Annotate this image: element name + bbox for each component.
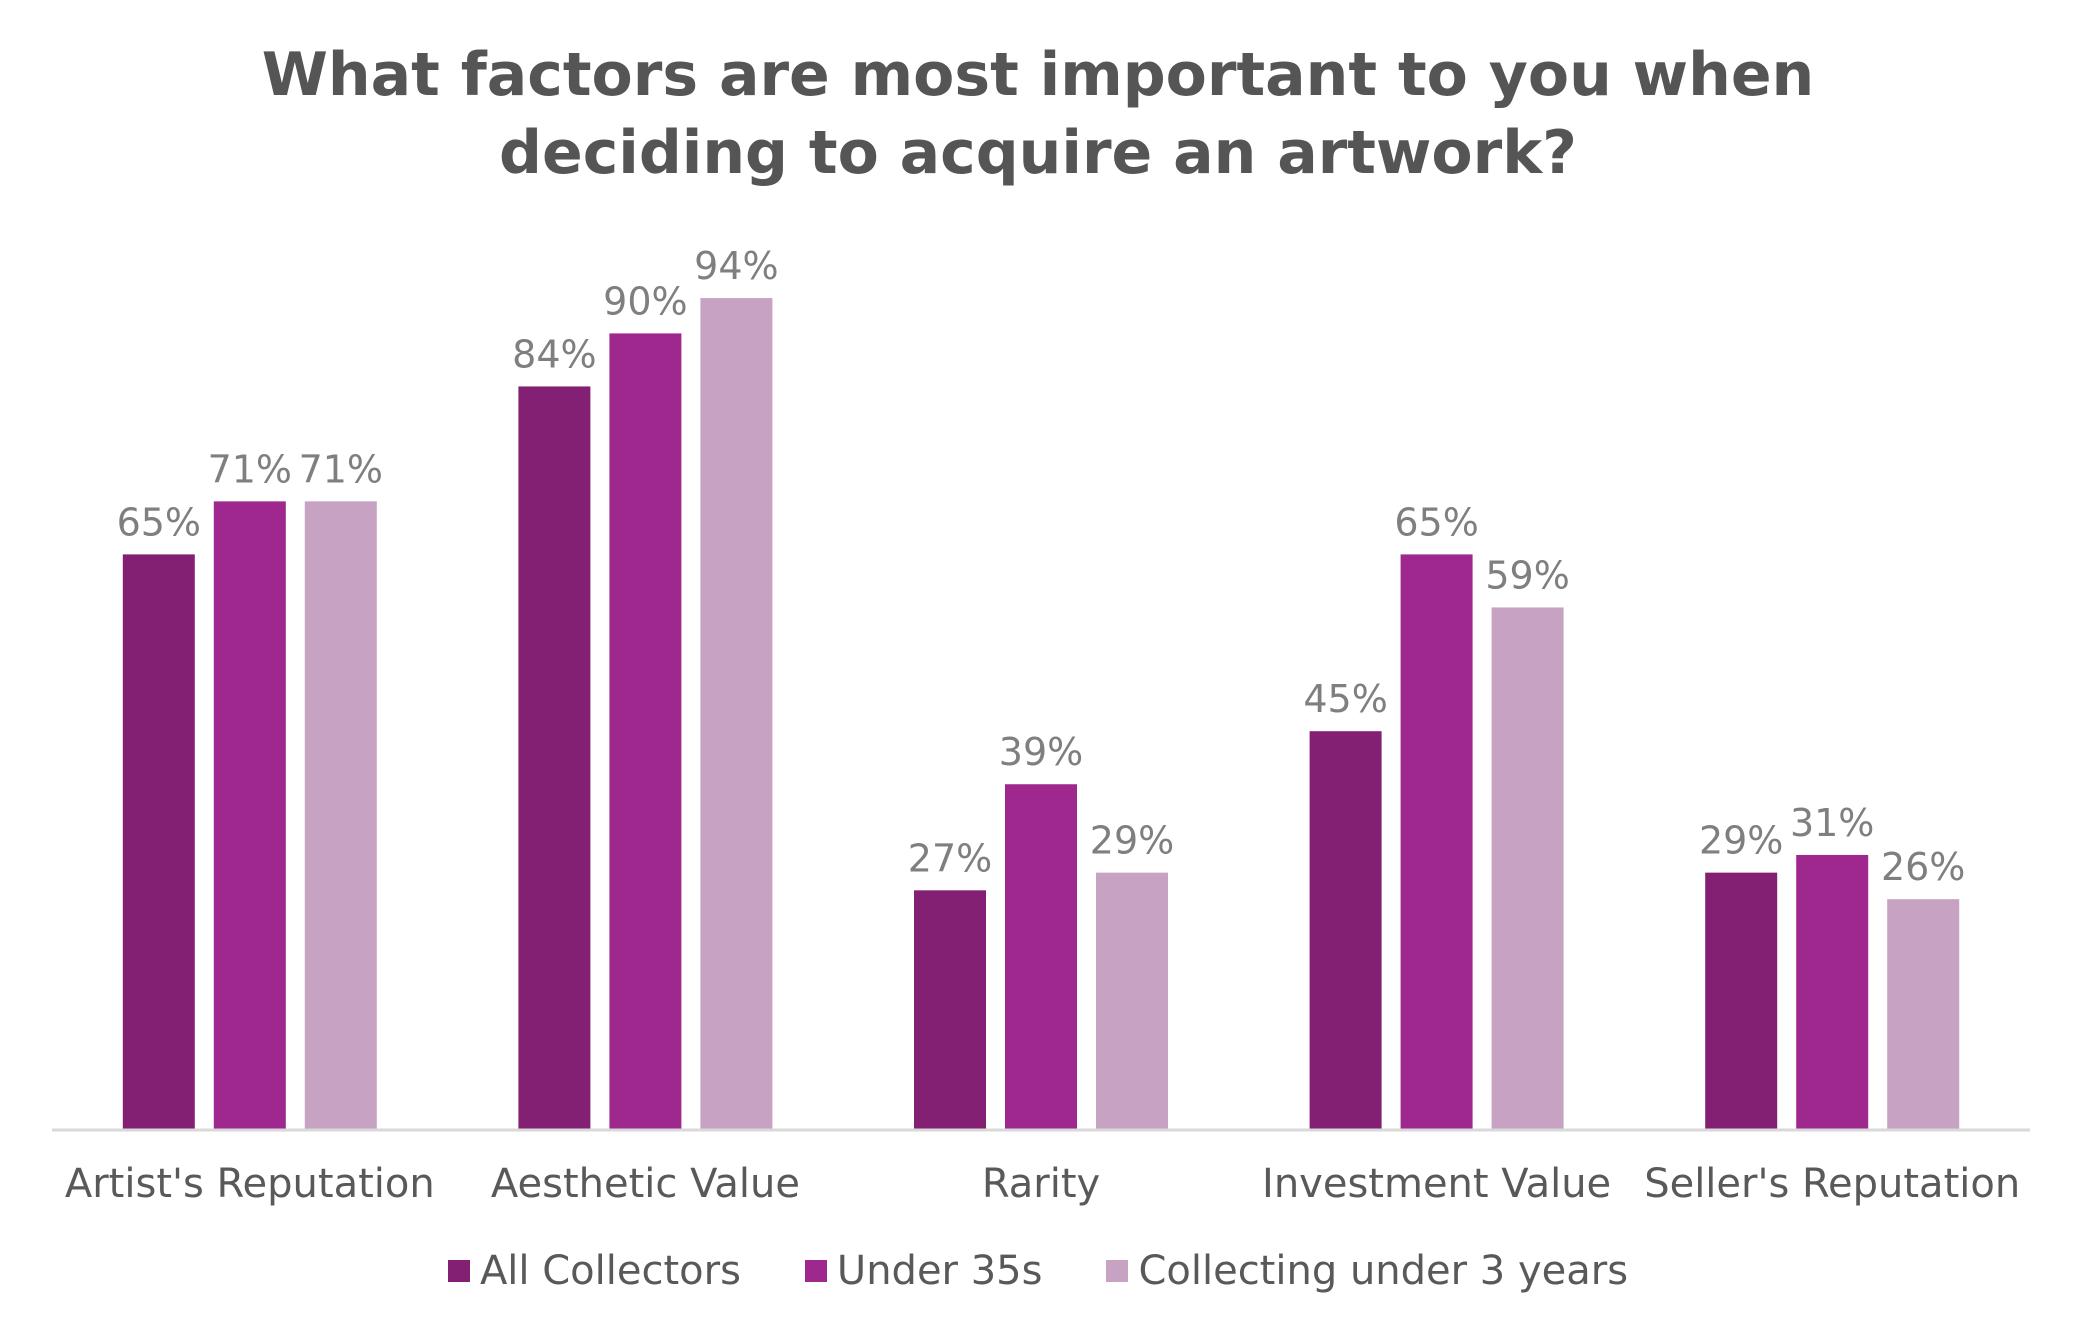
data-label-under-35s-seller-s-reputation: 31% bbox=[1790, 801, 1874, 845]
bar-collecting-under-3-years-aesthetic-value bbox=[700, 298, 773, 1129]
data-label-collecting-under-3-years-seller-s-reputation: 26% bbox=[1881, 845, 1965, 889]
chart-title-line-1: What factors are most important to you w… bbox=[261, 40, 1815, 110]
chart-title: What factors are most important to you w… bbox=[0, 36, 2076, 192]
data-label-all-collectors-aesthetic-value: 84% bbox=[512, 332, 596, 376]
legend-swatch-under-35s bbox=[804, 1260, 827, 1282]
category-label-seller-s-reputation: Seller's Reputation bbox=[1644, 1161, 2020, 1207]
bar-under-35s-rarity bbox=[1005, 784, 1077, 1129]
bar-collecting-under-3-years-investment-value bbox=[1491, 607, 1564, 1129]
data-label-under-35s-artist-s-reputation: 71% bbox=[208, 447, 292, 491]
data-label-under-35s-investment-value: 65% bbox=[1394, 500, 1478, 544]
chart-legend: All Collectors Under 35s Collecting unde… bbox=[0, 1248, 2076, 1294]
legend-swatch-collecting-under-3-years bbox=[1106, 1260, 1129, 1282]
legend-item-collecting-under-3-years: Collecting under 3 years bbox=[1106, 1248, 1628, 1294]
category-label-aesthetic-value: Aesthetic Value bbox=[491, 1161, 800, 1207]
bar-collecting-under-3-years-rarity bbox=[1096, 872, 1168, 1129]
category-label-artist-s-reputation: Artist's Reputation bbox=[65, 1161, 435, 1207]
bar-collecting-under-3-years-artist-s-reputation bbox=[304, 501, 377, 1129]
legend-item-under-35s: Under 35s bbox=[804, 1248, 1043, 1294]
bar-all-collectors-investment-value bbox=[1309, 731, 1382, 1129]
data-label-all-collectors-seller-s-reputation: 29% bbox=[1699, 819, 1783, 863]
data-label-collecting-under-3-years-artist-s-reputation: 71% bbox=[299, 447, 383, 491]
bar-under-35s-seller-s-reputation bbox=[1796, 854, 1869, 1129]
data-label-under-35s-rarity: 39% bbox=[999, 730, 1083, 774]
category-label-rarity: Rarity bbox=[982, 1161, 1100, 1207]
legend-item-all-collectors: All Collectors bbox=[447, 1248, 741, 1294]
chart-title-line-2: deciding to acquire an artwork? bbox=[499, 118, 1577, 188]
data-label-under-35s-aesthetic-value: 90% bbox=[603, 279, 687, 323]
data-label-all-collectors-artist-s-reputation: 65% bbox=[117, 500, 201, 544]
bar-collecting-under-3-years-seller-s-reputation bbox=[1887, 899, 1960, 1129]
legend-label-under-35s: Under 35s bbox=[836, 1248, 1043, 1294]
data-label-all-collectors-rarity: 27% bbox=[908, 836, 992, 880]
legend-swatch-all-collectors bbox=[447, 1260, 470, 1282]
bar-under-35s-investment-value bbox=[1400, 554, 1473, 1129]
data-label-collecting-under-3-years-aesthetic-value: 94% bbox=[694, 244, 778, 288]
bar-under-35s-artist-s-reputation bbox=[213, 501, 286, 1129]
bar-under-35s-aesthetic-value bbox=[609, 333, 682, 1129]
legend-label-collecting-under-3-years: Collecting under 3 years bbox=[1138, 1248, 1629, 1294]
bar-all-collectors-aesthetic-value bbox=[518, 386, 591, 1129]
data-label-collecting-under-3-years-investment-value: 59% bbox=[1485, 553, 1569, 597]
legend-label-all-collectors: All Collectors bbox=[479, 1248, 741, 1294]
bar-all-collectors-rarity bbox=[914, 890, 986, 1129]
data-label-all-collectors-investment-value: 45% bbox=[1303, 677, 1387, 721]
data-label-collecting-under-3-years-rarity: 29% bbox=[1090, 819, 1174, 863]
bar-all-collectors-artist-s-reputation bbox=[122, 554, 195, 1129]
category-label-investment-value: Investment Value bbox=[1262, 1161, 1611, 1207]
bar-all-collectors-seller-s-reputation bbox=[1705, 872, 1778, 1129]
